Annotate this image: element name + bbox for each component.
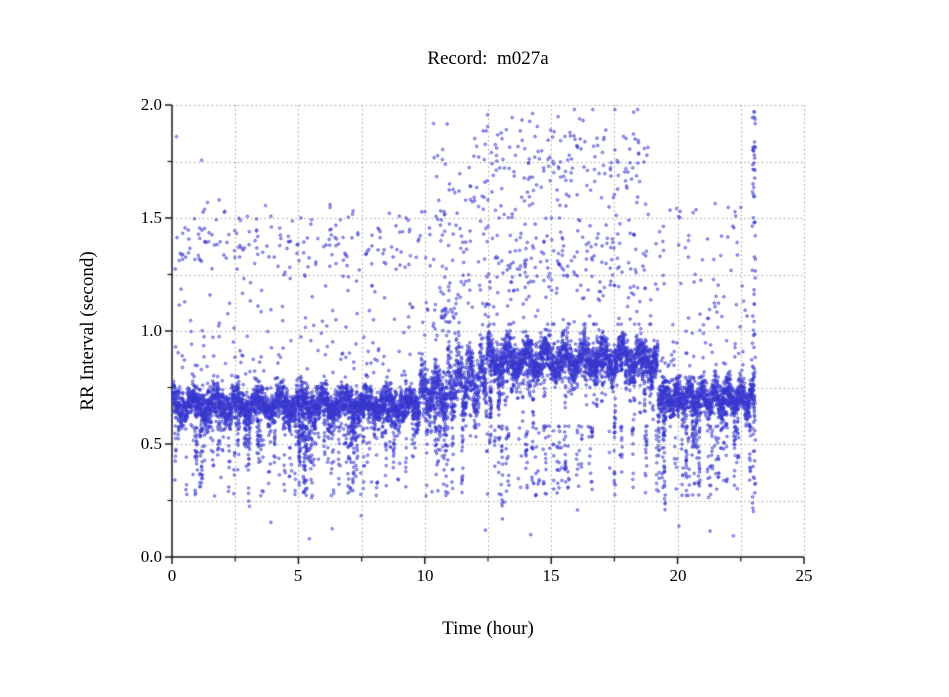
y-tick-label-1.5: 1.5	[140, 208, 162, 227]
x-tick-label-5: 5	[293, 566, 303, 585]
x-tick-label-20: 20	[669, 566, 687, 585]
x-tick-label-10: 10	[416, 566, 434, 585]
x-tick-label-15: 15	[542, 566, 560, 585]
y-axis-label: RR Interval (second)	[77, 251, 98, 411]
x-tick-label-0: 0	[167, 566, 177, 585]
x-axis-label: Time (hour)	[442, 618, 534, 639]
x-tick-label-25: 25	[795, 566, 813, 585]
y-tick-label-0.5: 0.5	[140, 434, 162, 453]
y-tick-label-0.0: 0.0	[140, 547, 162, 566]
y-tick-label-2.0: 2.0	[140, 95, 162, 114]
y-tick-label-1.0: 1.0	[140, 321, 162, 340]
